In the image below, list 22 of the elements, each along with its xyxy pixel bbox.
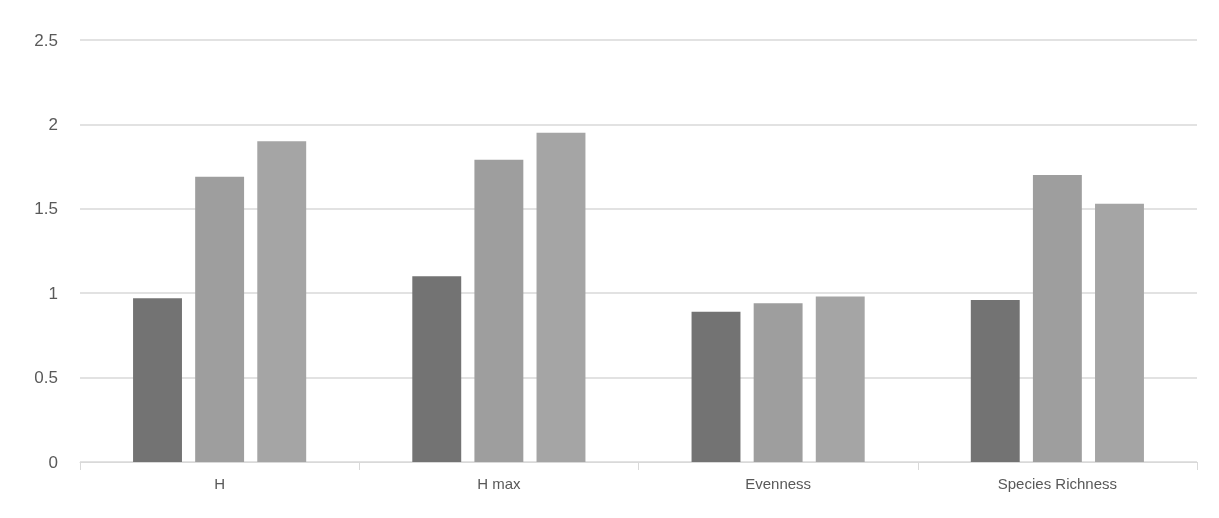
x-tick-label: Species Richness	[997, 475, 1117, 492]
x-tick-label: H	[214, 475, 226, 492]
bar	[691, 311, 741, 462]
y-tick-label: 0.5	[34, 368, 58, 388]
y-tick-label: 2	[48, 114, 58, 134]
bar	[257, 141, 307, 462]
y-tick-label: 0	[48, 452, 58, 472]
bar	[1032, 175, 1082, 462]
bar	[970, 299, 1020, 462]
bar	[195, 176, 245, 462]
bar	[133, 298, 182, 462]
y-tick-label: 1	[48, 283, 58, 303]
bar	[474, 159, 524, 462]
bar	[753, 303, 803, 462]
x-tick-label: Evenness	[745, 475, 812, 492]
bar	[412, 276, 462, 462]
y-tick-label: 1.5	[34, 199, 58, 219]
x-tick-label: H max	[477, 475, 522, 492]
bar	[1095, 203, 1144, 462]
bar	[536, 132, 586, 462]
y-tick-label: 2.5	[34, 30, 58, 50]
bar	[815, 296, 865, 462]
